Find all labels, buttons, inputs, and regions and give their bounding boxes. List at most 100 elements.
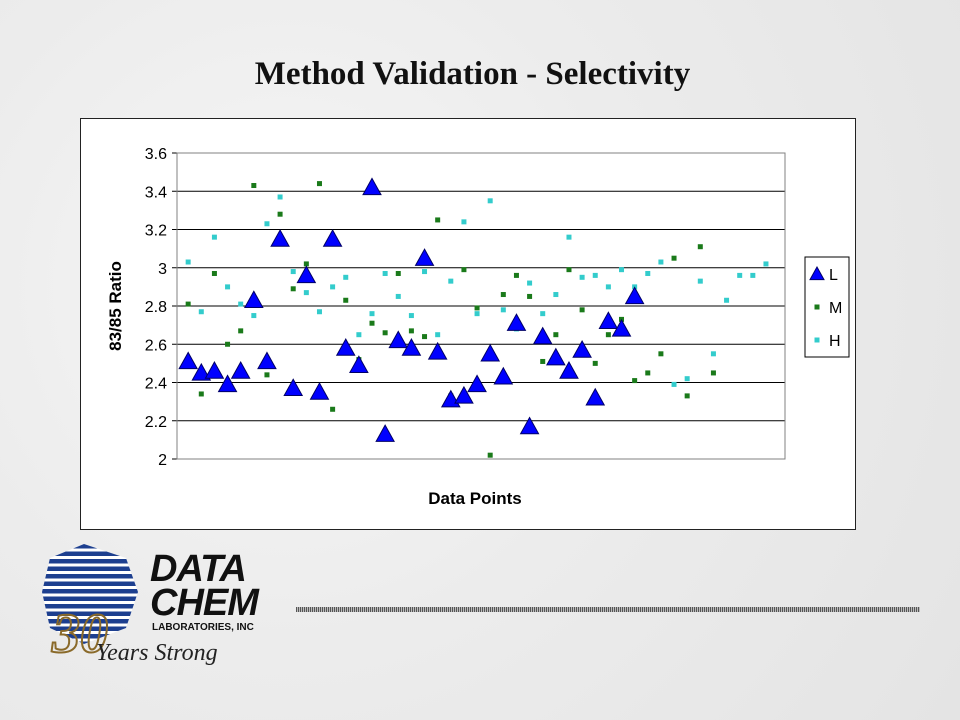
data-point-L	[257, 351, 277, 370]
logo-line-labs: LABORATORIES, INC	[152, 622, 254, 633]
data-point-M	[395, 270, 401, 276]
y-tick-label: 2.4	[145, 376, 167, 393]
data-point-M	[264, 372, 270, 378]
data-point-M	[710, 370, 716, 376]
data-point-H	[238, 301, 244, 307]
data-point-M	[671, 255, 677, 261]
data-point-L	[270, 229, 290, 247]
globe-stripe	[42, 596, 138, 601]
data-point-M	[211, 270, 217, 276]
anniversary-number: 30	[51, 603, 108, 665]
data-point-H	[658, 259, 664, 265]
data-point-L	[414, 248, 435, 266]
y-tick-label: 2	[158, 452, 167, 469]
globe-icon: 30	[42, 544, 138, 666]
data-point-H	[303, 290, 309, 296]
data-point-H	[277, 194, 283, 200]
data-point-H	[422, 269, 428, 275]
legend-label-L: L	[829, 267, 838, 284]
slide-title: Method Validation - Selectivity	[254, 56, 691, 92]
data-point-L	[296, 265, 317, 284]
data-point-H	[540, 311, 546, 317]
data-point-M	[198, 391, 204, 397]
data-point-M	[461, 267, 467, 273]
data-point-M	[290, 286, 296, 292]
data-point-L	[322, 229, 343, 247]
data-point-M	[277, 211, 283, 217]
data-point-L	[480, 343, 501, 362]
data-point-M	[500, 292, 506, 298]
legend-marker-L	[809, 265, 825, 281]
data-point-M	[382, 330, 388, 336]
globe-stripe	[42, 581, 138, 586]
legend-label-M: M	[829, 300, 842, 317]
data-point-H	[737, 272, 743, 278]
scatter-chart: 2 2.2 2.4 2.6 2.8 3 3.2 3.4 3.6 83/85 Ratio Data…	[106, 146, 850, 508]
data-point-H	[553, 292, 559, 298]
data-point-L	[598, 311, 619, 329]
data-point-H	[356, 332, 362, 338]
data-point-H	[225, 284, 231, 290]
data-point-H	[579, 274, 585, 280]
y-axis-label: 83/85 Ratio	[106, 261, 125, 351]
data-point-M	[658, 351, 664, 357]
data-point-M	[474, 305, 480, 311]
data-point-M	[185, 301, 191, 307]
data-point-H	[697, 278, 703, 284]
data-point-H	[461, 219, 467, 225]
data-point-H	[566, 234, 572, 240]
data-point-H	[435, 332, 441, 338]
globe-stripe	[42, 619, 138, 624]
data-point-L	[309, 382, 330, 400]
data-point-H	[343, 274, 349, 280]
data-point-M	[435, 217, 441, 223]
company-logo: 30 DATA CHEM LABORATORIES, INC Years Str…	[40, 540, 300, 680]
data-point-M	[540, 358, 546, 364]
legend: LMH	[804, 256, 850, 358]
data-point-L	[178, 351, 199, 370]
y-tick-label: 2.2	[145, 414, 167, 431]
chart-frame: 2 2.2 2.4 2.6 2.8 3 3.2 3.4 3.6 83/85 Ratio Data…	[80, 118, 856, 530]
globe-stripe	[42, 634, 138, 639]
legend-label-H: H	[829, 333, 841, 350]
data-point-H	[316, 309, 322, 315]
y-tick-labels: 2 2.2 2.4 2.6 2.8 3 3.2 3.4 3.6	[145, 146, 167, 469]
logo-line-chem: CHEM	[150, 582, 259, 624]
divider-rule	[296, 607, 920, 612]
globe-stripe	[42, 544, 138, 549]
data-point-M	[343, 297, 349, 303]
y-tick-label: 2.8	[145, 299, 167, 316]
data-point-H	[605, 284, 611, 290]
data-point-M	[553, 332, 559, 338]
globe-stripe	[42, 566, 138, 571]
data-point-H	[763, 261, 769, 267]
data-point-L	[362, 177, 382, 196]
data-point-M	[632, 378, 638, 384]
data-point-L	[388, 330, 409, 349]
data-point-M	[605, 332, 611, 338]
data-point-H	[500, 307, 506, 313]
data-point-M	[566, 267, 572, 273]
logo-line-data: DATA	[150, 548, 247, 590]
globe-stripe	[42, 589, 138, 594]
data-point-L	[335, 338, 356, 356]
data-point-L	[283, 378, 304, 396]
series-H	[185, 194, 769, 387]
data-point-L	[624, 286, 645, 305]
legend-marker-M	[814, 304, 820, 310]
legend-marker-H	[814, 337, 820, 343]
data-point-M	[316, 181, 322, 187]
data-series	[178, 177, 769, 458]
data-point-H	[382, 270, 388, 276]
data-point-L	[204, 360, 225, 379]
globe-stripe	[42, 559, 138, 564]
y-tick-label: 3.4	[145, 184, 167, 201]
data-point-H	[369, 311, 375, 317]
data-point-L	[532, 326, 553, 345]
data-point-H	[198, 309, 204, 315]
data-point-M	[251, 183, 257, 189]
data-point-H	[710, 351, 716, 357]
data-point-M	[303, 261, 309, 267]
data-point-L	[401, 338, 422, 356]
data-point-M	[527, 293, 533, 299]
